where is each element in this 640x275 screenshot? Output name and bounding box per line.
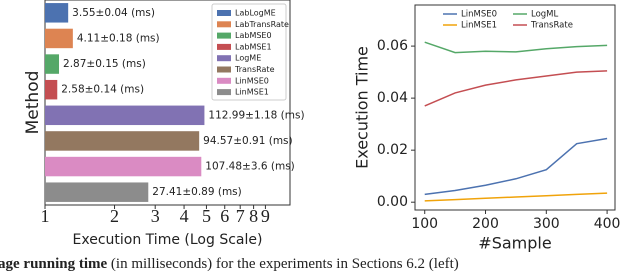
legend-swatch (217, 10, 231, 16)
value-label: 107.48±3.6 (ms) (205, 161, 294, 173)
x-tick-label: 200 (472, 216, 499, 232)
x-tick-label: 4 (180, 206, 189, 226)
line (424, 192, 608, 202)
plot-frame (414, 4, 616, 211)
x-tick-label: 7 (236, 206, 245, 226)
bar (45, 156, 202, 177)
x-tick-label: 400 (594, 216, 621, 232)
line (424, 41, 608, 54)
x-tick-label: 6 (220, 206, 229, 226)
x-tick-label: 100 (411, 216, 438, 232)
legend-box (211, 3, 287, 101)
bar (45, 105, 205, 126)
legend-label: TransRate (234, 65, 275, 74)
legend-label: LabMSE0 (235, 31, 272, 40)
value-label: 3.55±0.04 (ms) (72, 7, 155, 19)
legend-label: LinMSE0 (461, 10, 497, 20)
value-label: 94.57±0.91 (ms) (203, 135, 292, 147)
legend-swatch (217, 89, 231, 96)
y-axis-label: Execution Time (353, 46, 372, 169)
x-tick-label: 300 (533, 216, 560, 232)
bar (45, 3, 69, 23)
bar (45, 182, 149, 202)
legend-label: LabTransRate (235, 20, 289, 29)
x-tick-label: 1 (41, 206, 50, 226)
legend-label: LabLogME (235, 9, 276, 18)
legend-label: LinMSE1 (461, 21, 497, 31)
legend-swatch (217, 55, 231, 62)
x-tick-label: 3 (151, 206, 160, 226)
caption-bold: age running time (0, 256, 108, 272)
x-tick-label: 9 (261, 206, 270, 226)
plot-frame (44, 0, 291, 206)
y-axis-label: Method (23, 71, 43, 135)
legend-swatch (217, 21, 231, 28)
legend-label: LabMSE1 (235, 42, 272, 51)
value-label: 4.11±0.18 (ms) (77, 32, 160, 44)
y-tick-label: 0.00 (377, 194, 408, 210)
x-axis-label: #Sample (478, 234, 551, 253)
line (424, 70, 608, 107)
legend-label: LinMSE1 (235, 88, 269, 97)
legend-swatch (217, 77, 231, 84)
legend-swatch (217, 66, 231, 73)
y-tick-label: 0.06 (377, 38, 408, 54)
value-label: 2.87±0.15 (ms) (63, 58, 146, 70)
value-label: 27.41±0.89 (ms) (152, 186, 241, 198)
legend-label: LinMSE0 (235, 76, 269, 85)
y-tick-label: 0.04 (377, 90, 408, 106)
legend-swatch (217, 32, 231, 39)
legend-label: LogML (531, 10, 559, 20)
x-axis-label: Execution Time (Log Scale) (73, 232, 263, 248)
bar (45, 54, 60, 74)
x-tick-label: 5 (202, 206, 211, 226)
caption: age running time (in milliseconds) for t… (0, 256, 459, 272)
value-label: 112.99±1.18 (ms) (208, 109, 304, 121)
bar (45, 79, 58, 100)
legend-swatch (217, 43, 231, 50)
bar (45, 131, 200, 151)
y-tick-label: 0.02 (377, 142, 408, 158)
caption-text: (in milliseconds) for the experiments in… (107, 256, 459, 272)
x-tick-label: 8 (249, 206, 258, 226)
bar (45, 28, 73, 49)
value-label: 2.58±0.14 (ms) (61, 84, 144, 96)
line (424, 137, 608, 196)
x-tick-label: 2 (110, 206, 119, 226)
legend-label: LogME (235, 54, 261, 63)
legend-label: TransRate (530, 21, 573, 31)
